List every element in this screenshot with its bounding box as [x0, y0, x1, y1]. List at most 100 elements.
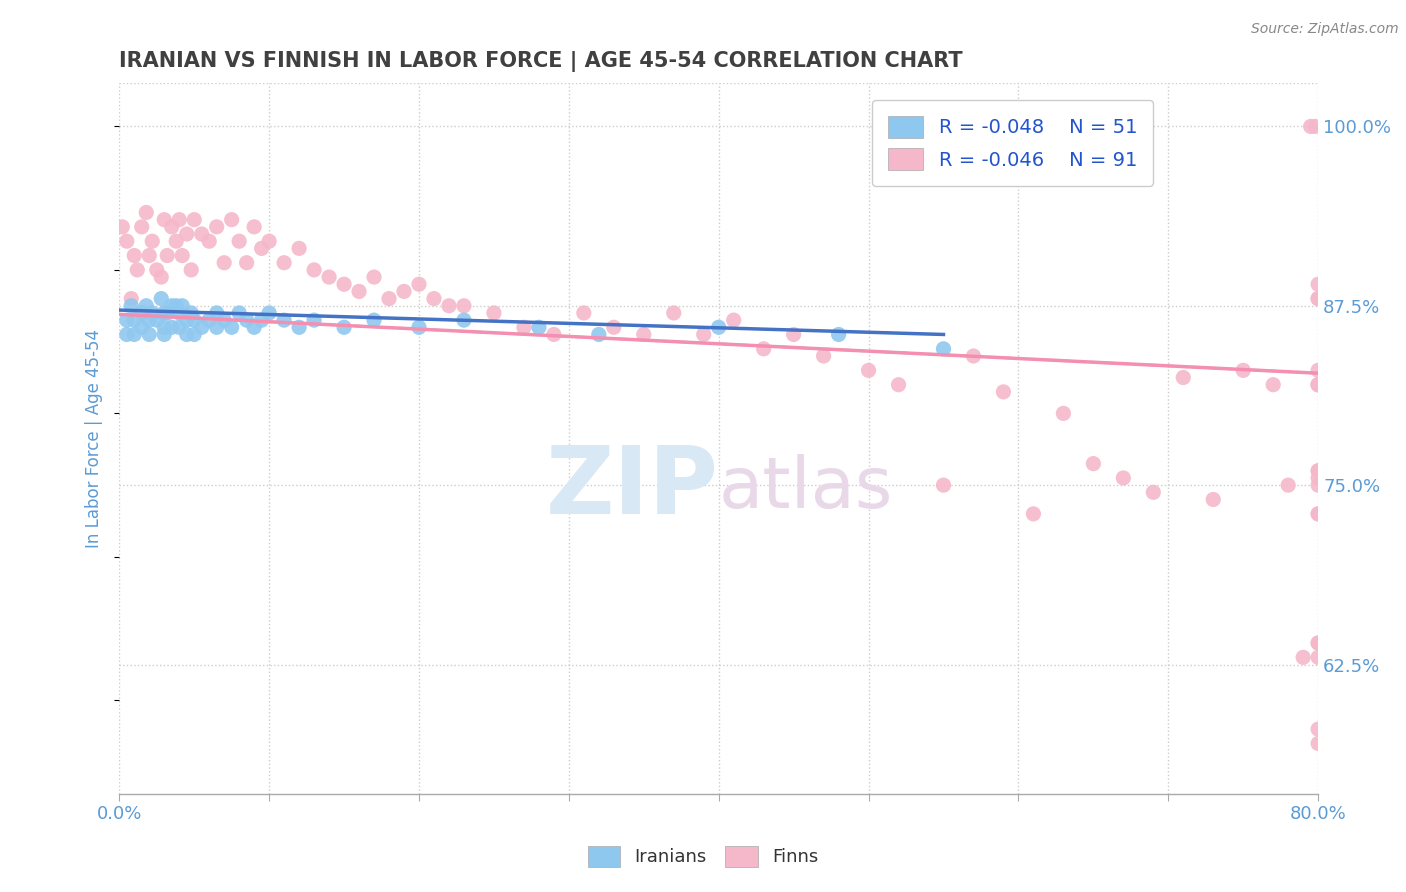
- Point: [228, 234, 250, 248]
- Point: [408, 320, 430, 334]
- Point: [1173, 370, 1195, 384]
- Text: atlas: atlas: [718, 454, 893, 523]
- Legend: R = -0.048    N = 51, R = -0.046    N = 91: R = -0.048 N = 51, R = -0.046 N = 91: [872, 100, 1153, 186]
- Point: [190, 320, 212, 334]
- Point: [333, 277, 356, 292]
- Point: [131, 219, 153, 234]
- Point: [962, 349, 984, 363]
- Point: [167, 320, 190, 334]
- Point: [1112, 471, 1135, 485]
- Point: [120, 292, 142, 306]
- Point: [273, 256, 295, 270]
- Point: [141, 306, 163, 320]
- Point: [932, 478, 955, 492]
- Point: [205, 219, 228, 234]
- Point: [453, 299, 475, 313]
- Point: [190, 227, 212, 241]
- Point: [115, 313, 138, 327]
- Point: [180, 306, 202, 320]
- Point: [243, 219, 266, 234]
- Point: [333, 320, 356, 334]
- Point: [153, 327, 176, 342]
- Point: [887, 377, 910, 392]
- Point: [1202, 492, 1225, 507]
- Point: [153, 212, 176, 227]
- Point: [131, 320, 153, 334]
- Point: [138, 313, 160, 327]
- Point: [1308, 471, 1330, 485]
- Point: [993, 384, 1015, 399]
- Point: [176, 313, 198, 327]
- Point: [707, 320, 730, 334]
- Point: [176, 327, 198, 342]
- Point: [122, 248, 145, 262]
- Point: [198, 234, 221, 248]
- Point: [1308, 478, 1330, 492]
- Point: [1232, 363, 1254, 377]
- Point: [603, 320, 626, 334]
- Point: [1308, 377, 1330, 392]
- Point: [858, 363, 880, 377]
- Point: [141, 234, 163, 248]
- Point: [135, 205, 157, 219]
- Point: [1022, 507, 1045, 521]
- Point: [363, 270, 385, 285]
- Point: [1083, 457, 1105, 471]
- Point: [150, 270, 173, 285]
- Point: [165, 299, 187, 313]
- Point: [288, 320, 311, 334]
- Point: [273, 313, 295, 327]
- Point: [228, 306, 250, 320]
- Point: [212, 256, 235, 270]
- Point: [127, 263, 149, 277]
- Point: [482, 306, 505, 320]
- Point: [205, 306, 228, 320]
- Point: [183, 212, 205, 227]
- Point: [1292, 650, 1315, 665]
- Point: [1308, 464, 1330, 478]
- Point: [183, 327, 205, 342]
- Point: [513, 320, 536, 334]
- Point: [1308, 636, 1330, 650]
- Point: [221, 320, 243, 334]
- Point: [827, 327, 849, 342]
- Point: [1308, 277, 1330, 292]
- Legend: Iranians, Finns: Iranians, Finns: [581, 838, 825, 874]
- Point: [257, 306, 280, 320]
- Point: [932, 342, 955, 356]
- Point: [115, 234, 138, 248]
- Point: [180, 263, 202, 277]
- Point: [183, 313, 205, 327]
- Point: [165, 234, 187, 248]
- Point: [122, 327, 145, 342]
- Point: [167, 212, 190, 227]
- Point: [156, 306, 179, 320]
- Point: [1263, 377, 1285, 392]
- Point: [1308, 363, 1330, 377]
- Point: [115, 327, 138, 342]
- Point: [111, 219, 134, 234]
- Point: [752, 342, 775, 356]
- Point: [1308, 377, 1330, 392]
- Point: [160, 320, 183, 334]
- Point: [176, 227, 198, 241]
- Point: [138, 327, 160, 342]
- Point: [131, 306, 153, 320]
- Point: [1308, 736, 1330, 750]
- Point: [221, 212, 243, 227]
- Point: [135, 299, 157, 313]
- Point: [302, 263, 325, 277]
- Point: [235, 313, 257, 327]
- Point: [662, 306, 685, 320]
- Text: ZIP: ZIP: [546, 442, 718, 534]
- Point: [453, 313, 475, 327]
- Point: [288, 241, 311, 255]
- Point: [250, 313, 273, 327]
- Point: [1308, 292, 1330, 306]
- Point: [156, 248, 179, 262]
- Point: [172, 248, 194, 262]
- Text: IRANIAN VS FINNISH IN LABOR FORCE | AGE 45-54 CORRELATION CHART: IRANIAN VS FINNISH IN LABOR FORCE | AGE …: [120, 51, 963, 71]
- Point: [782, 327, 804, 342]
- Point: [543, 327, 565, 342]
- Point: [572, 306, 595, 320]
